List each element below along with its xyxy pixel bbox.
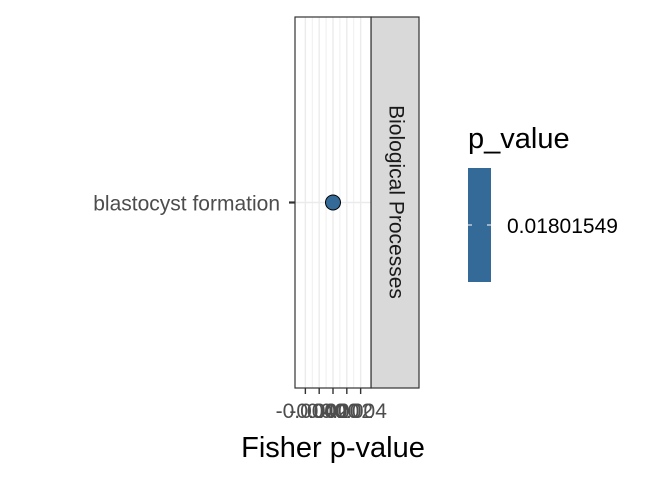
x-tick-label: -0.004: [276, 400, 336, 423]
x-tick-label: 0.004: [334, 400, 387, 423]
x-axis-title: Fisher p-value: [241, 432, 425, 464]
data-points: [325, 194, 341, 211]
legend-colorbar: [468, 168, 491, 282]
y-tick-label: blastocyst formation: [93, 193, 280, 216]
facet-strip: [370, 16, 420, 389]
x-tick-label: 0.000: [307, 400, 360, 423]
x-tick-label: -0.002: [289, 400, 349, 423]
facet-strip-label: Biological Processes: [384, 105, 407, 299]
y-axis-ticks: blastocyst formation: [93, 193, 295, 216]
data-point: [325, 194, 341, 211]
legend-title: p_value: [468, 123, 570, 155]
x-tick-label: 0.002: [321, 400, 374, 423]
legend-label: 0.01801549: [507, 215, 618, 238]
